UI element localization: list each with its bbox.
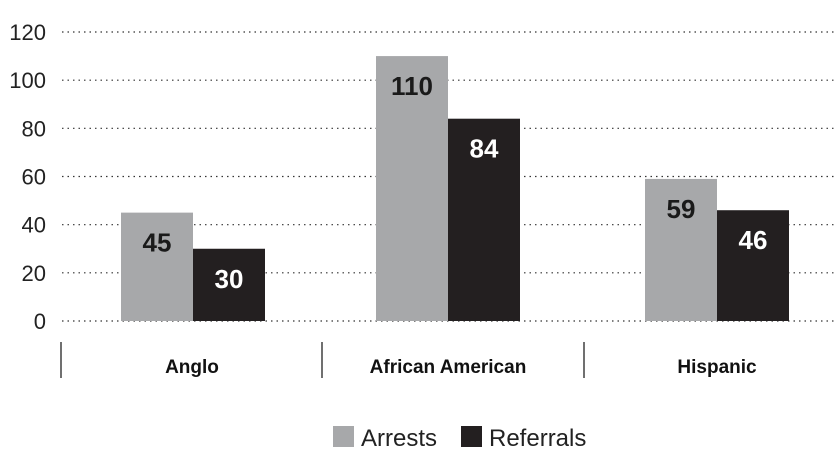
y-tick-label: 40 bbox=[22, 213, 46, 238]
x-category-label: African American bbox=[370, 357, 527, 378]
x-category-label: Hispanic bbox=[677, 357, 757, 378]
bar-group: 59 46 bbox=[645, 178, 789, 321]
y-tick-label: 80 bbox=[22, 116, 46, 141]
x-category-label: Anglo bbox=[165, 357, 219, 378]
bar-referrals bbox=[448, 118, 520, 321]
data-label: 84 bbox=[470, 134, 499, 164]
y-axis: 0 20 40 60 80 100 120 bbox=[9, 20, 46, 334]
data-label: 46 bbox=[739, 225, 768, 255]
bar-group: 110 84 bbox=[376, 56, 520, 321]
y-tick-label: 20 bbox=[22, 261, 46, 286]
legend: Arrests Referrals bbox=[333, 425, 586, 449]
bar-referrals bbox=[193, 248, 265, 321]
legend-label: Referrals bbox=[489, 425, 586, 449]
bar-arrests bbox=[121, 212, 193, 321]
bar-referrals bbox=[717, 210, 789, 321]
data-label: 110 bbox=[391, 71, 433, 101]
legend-swatch-arrests bbox=[333, 426, 354, 447]
bar-arrests bbox=[376, 56, 448, 321]
bar-arrests bbox=[645, 178, 717, 321]
y-tick-label: 100 bbox=[9, 68, 46, 93]
bars: 45 30 110 84 59 46 bbox=[121, 56, 789, 321]
legend-swatch-referrals bbox=[461, 426, 482, 447]
y-tick-label: 0 bbox=[34, 309, 46, 334]
y-tick-label: 60 bbox=[22, 165, 46, 190]
data-label: 30 bbox=[215, 264, 244, 294]
data-label: 45 bbox=[143, 228, 172, 258]
y-tick-label: 120 bbox=[9, 20, 46, 45]
x-axis: Anglo African American Hispanic bbox=[60, 342, 757, 378]
bar-group: 45 30 bbox=[121, 212, 265, 321]
legend-label: Arrests bbox=[361, 425, 437, 449]
data-label: 59 bbox=[667, 194, 696, 224]
